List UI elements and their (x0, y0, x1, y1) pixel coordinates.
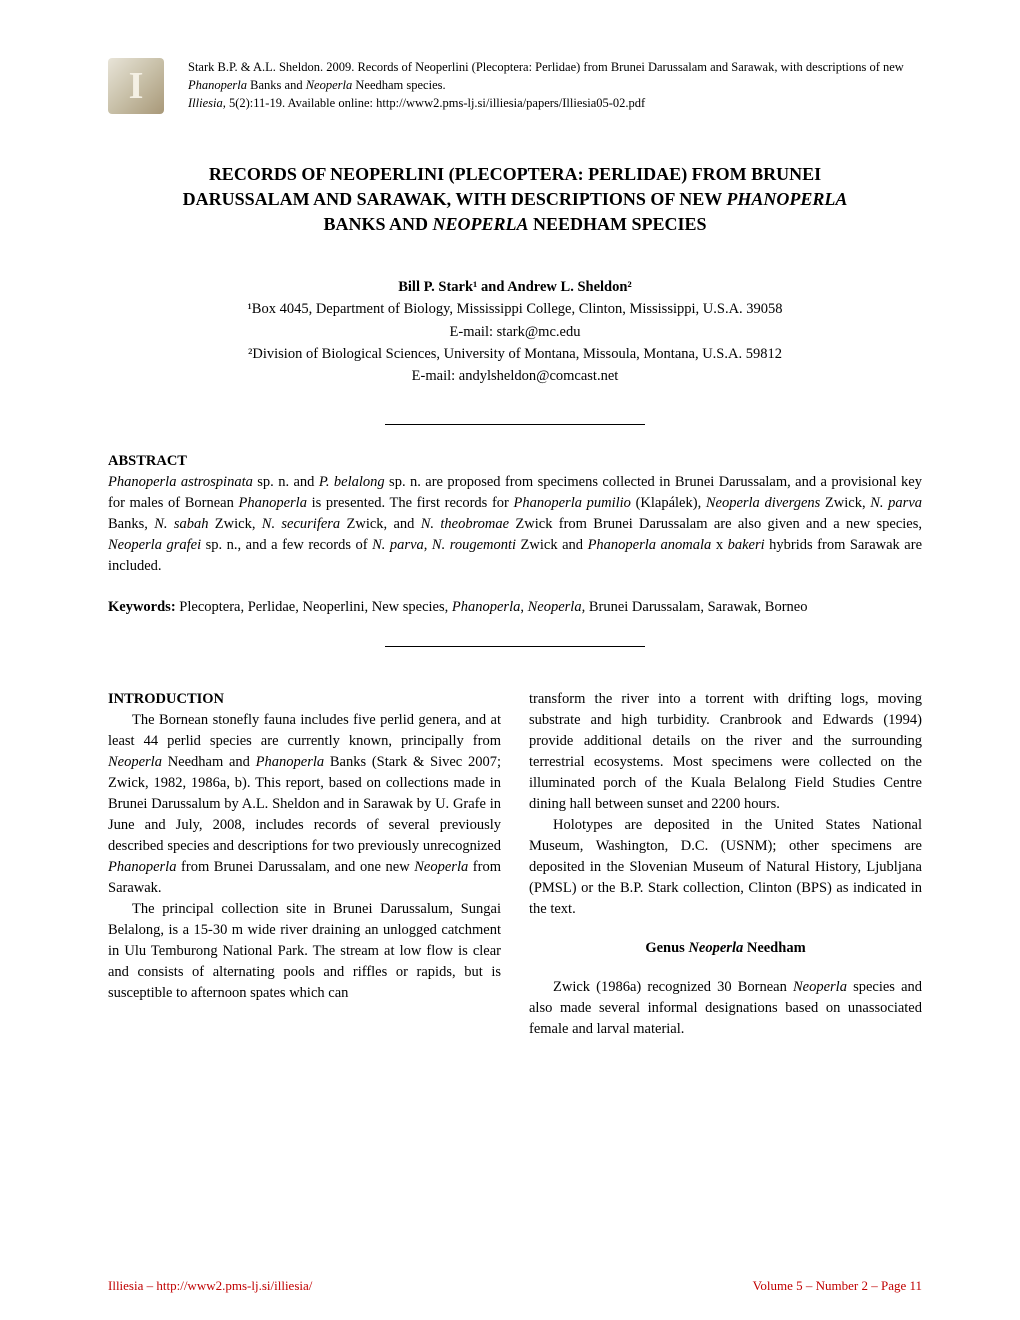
abs-t2: sp. n. and (253, 474, 319, 490)
abs-t24: Zwick and (516, 537, 588, 553)
divider-2 (385, 646, 645, 647)
abs-t11: N. parva (870, 495, 922, 511)
citation-prefix: Stark B.P. & A.L. Sheldon. 2009. Records… (188, 60, 904, 74)
abs-t26: x (711, 537, 727, 553)
abs-t5: Phanoperla (239, 495, 307, 511)
abs-t6: is presented. The first records for (307, 495, 514, 511)
intro-p1c: Needham and (162, 754, 256, 770)
intro-p1d: Phanoperla (256, 754, 324, 770)
kw-t4: Neoperla, (528, 599, 586, 615)
citation-italic1: Phanoperla (188, 78, 247, 92)
abs-t8: (Klapálek), (631, 495, 706, 511)
abs-t23: N. rougemonti (432, 537, 516, 553)
intro-heading: INTRODUCTION (108, 689, 501, 710)
intro-para-3: transform the river into a torrent with … (529, 689, 922, 815)
abs-t15: N. securifera (262, 516, 340, 532)
citation-italic2: Neoperla (306, 78, 353, 92)
abs-t10: Zwick, (820, 495, 870, 511)
genus-p1b: Neoperla (793, 979, 847, 995)
intro-para-1: The Bornean stonefly fauna includes five… (108, 710, 501, 899)
header-citation: I Stark B.P. & A.L. Sheldon. 2009. Recor… (108, 58, 922, 114)
divider-1 (385, 424, 645, 425)
abs-t20: sp. n., and a few records of (201, 537, 372, 553)
genus-para-1: Zwick (1986a) recognized 30 Bornean Neop… (529, 977, 922, 1040)
intro-p1g: from Brunei Darussalam, and one new (176, 859, 414, 875)
abs-t16: Zwick, and (340, 516, 421, 532)
logo-background: I (108, 58, 164, 114)
citation-suffix: Needham species. (352, 78, 445, 92)
title-line3-italic: NEOPERLA (432, 214, 528, 234)
title-line1: RECORDS OF NEOPERLINI (PLECOPTERA: PERLI… (209, 164, 821, 184)
abs-t17: N. theobromae (421, 516, 509, 532)
abs-t19: Neoperla grafei (108, 537, 201, 553)
paper-title: RECORDS OF NEOPERLINI (PLECOPTERA: PERLI… (108, 162, 922, 238)
abs-t13: N. sabah (154, 516, 208, 532)
logo-letter: I (129, 64, 144, 108)
abs-t25: Phanoperla anomala (588, 537, 712, 553)
kw-t1: Plecoptera, Perlidae, Neoperlini, New sp… (176, 599, 452, 615)
genus-pre: Genus (645, 940, 688, 956)
abs-t12: Banks, (108, 516, 154, 532)
journal-logo: I (108, 58, 164, 114)
citation-mid1: Banks and (247, 78, 306, 92)
title-line2-pre: DARUSSALAM AND SARAWAK, WITH DESCRIPTION… (183, 189, 727, 209)
genus-italic: Neoperla (688, 940, 743, 956)
citation-vol: 5(2):11-19. Available online: http://www… (226, 96, 645, 110)
column-left: INTRODUCTION The Bornean stonefly fauna … (108, 689, 501, 1040)
abs-t3: P. belalong (319, 474, 385, 490)
abstract-heading: ABSTRACT (108, 453, 922, 470)
kw-t3: , (520, 599, 527, 615)
citation-journal: Illiesia, (188, 96, 226, 110)
title-line3-post: NEEDHAM SPECIES (529, 214, 707, 234)
abs-t7: Phanoperla pumilio (514, 495, 631, 511)
affiliation-1: ¹Box 4045, Department of Biology, Missis… (247, 301, 782, 317)
column-right: transform the river into a torrent with … (529, 689, 922, 1040)
page-footer: Illiesia – http://www2.pms-lj.si/illiesi… (108, 1278, 922, 1294)
intro-p1a: The Bornean stonefly fauna includes five… (108, 712, 501, 749)
genus-post: Needham (743, 940, 805, 956)
intro-p1f: Phanoperla (108, 859, 176, 875)
keywords-label: Keywords: (108, 599, 176, 615)
intro-para-4: Holotypes are deposited in the United St… (529, 815, 922, 920)
authors-block: Bill P. Stark¹ and Andrew L. Sheldon² ¹B… (108, 276, 922, 388)
intro-para-2: The principal collection site in Brunei … (108, 899, 501, 1004)
abs-t14: Zwick, (208, 516, 261, 532)
abs-t21: N. parva (372, 537, 424, 553)
abs-t9: Neoperla divergens (706, 495, 820, 511)
email-2: E-mail: andylsheldon@comcast.net (412, 368, 619, 384)
affiliation-2: ²Division of Biological Sciences, Univer… (248, 346, 782, 362)
kw-t2: Phanoperla (452, 599, 520, 615)
abs-t27: bakeri (728, 537, 765, 553)
kw-t5: Brunei Darussalam, Sarawak, Borneo (585, 599, 807, 615)
genus-heading: Genus Neoperla Needham (529, 938, 922, 959)
body-columns: INTRODUCTION The Bornean stonefly fauna … (108, 689, 922, 1040)
intro-p1h: Neoperla (414, 859, 468, 875)
email-1: E-mail: stark@mc.edu (450, 324, 581, 340)
title-line2-italic: PHANOPERLA (726, 189, 847, 209)
title-line3-pre: BANKS AND (323, 214, 432, 234)
abs-t22: , (424, 537, 432, 553)
genus-p1a: Zwick (1986a) recognized 30 Bornean (553, 979, 793, 995)
citation-text: Stark B.P. & A.L. Sheldon. 2009. Records… (188, 58, 922, 112)
abstract-text: Phanoperla astrospinata sp. n. and P. be… (108, 472, 922, 577)
abs-t1: Phanoperla astrospinata (108, 474, 253, 490)
author-names: Bill P. Stark¹ and Andrew L. Sheldon² (398, 279, 632, 295)
keywords-block: Keywords: Plecoptera, Perlidae, Neoperli… (108, 597, 922, 618)
intro-p1b: Neoperla (108, 754, 162, 770)
footer-right: Volume 5 – Number 2 – Page 11 (753, 1278, 922, 1294)
abs-t18: Zwick from Brunei Darussalam are also gi… (509, 516, 922, 532)
footer-left: Illiesia – http://www2.pms-lj.si/illiesi… (108, 1278, 312, 1294)
